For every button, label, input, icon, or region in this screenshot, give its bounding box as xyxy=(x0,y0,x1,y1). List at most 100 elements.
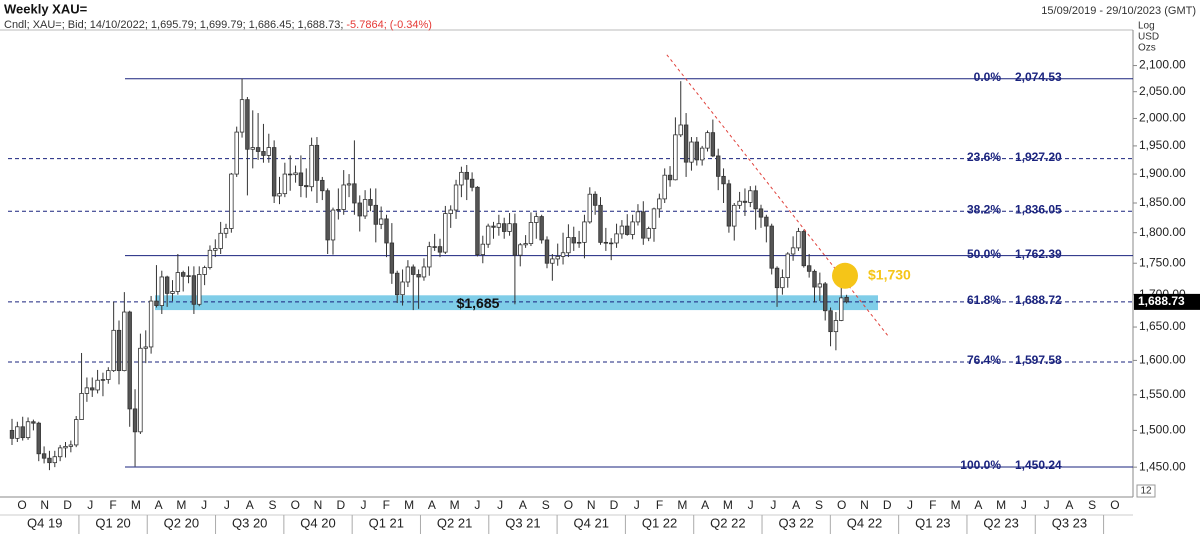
candle-body xyxy=(742,200,748,203)
quarter-label: Q3 23 xyxy=(1052,515,1087,530)
candle-body xyxy=(218,232,223,249)
candle-body xyxy=(298,172,304,186)
candle-body xyxy=(716,155,721,177)
candle-body xyxy=(528,222,534,244)
candle-body xyxy=(191,275,197,305)
info-field: 1,688.73; xyxy=(298,19,344,31)
candle-body xyxy=(758,208,764,218)
chart-title: Weekly XAU= xyxy=(4,1,88,16)
month-label: F xyxy=(109,498,116,512)
candle-body xyxy=(790,247,796,255)
candle-body xyxy=(389,242,395,274)
fib-value: 1,597.58 xyxy=(1015,353,1062,367)
y-tick-label: 1,950.00 xyxy=(1139,138,1186,152)
candle-body xyxy=(20,426,25,439)
quarter-label: Q4 22 xyxy=(847,515,882,530)
change-field: -5.7864; xyxy=(346,19,386,31)
candle-body xyxy=(95,379,100,391)
y-tick-label: 1,850.00 xyxy=(1139,195,1186,209)
info-field: 14/10/2022; xyxy=(90,19,148,31)
scale-label: Ozs xyxy=(1138,43,1156,54)
candle-body xyxy=(368,199,373,206)
candle-body xyxy=(496,223,502,228)
candle-body xyxy=(459,171,464,186)
month-label: D xyxy=(883,498,892,512)
month-label: J xyxy=(497,498,503,512)
candle-body xyxy=(555,256,560,260)
candle-body xyxy=(780,277,785,289)
candle-body xyxy=(309,144,314,188)
month-label: J xyxy=(224,498,230,512)
month-label: J xyxy=(748,498,754,512)
candle-body xyxy=(801,231,806,267)
candle-body xyxy=(106,370,111,380)
month-label: J xyxy=(907,498,913,512)
candle-body xyxy=(485,225,491,245)
month-label: J xyxy=(634,498,640,512)
month-label: S xyxy=(1088,498,1096,512)
candle-body xyxy=(646,228,651,239)
month-label: F xyxy=(656,498,663,512)
fib-value: 1,450.24 xyxy=(1015,458,1062,472)
month-label: N xyxy=(314,498,323,512)
candle-body xyxy=(234,131,239,175)
fib-name: 23.6% xyxy=(967,150,1001,164)
candle-body xyxy=(416,274,421,278)
candle-body xyxy=(325,190,330,241)
candle-body xyxy=(213,248,218,251)
month-label: O xyxy=(17,498,26,512)
target-label: $1,730 xyxy=(868,266,911,282)
candle-body xyxy=(582,221,587,243)
candle-body xyxy=(806,265,812,272)
month-label: A xyxy=(155,498,163,512)
candle-body xyxy=(31,421,36,424)
candle-body xyxy=(796,231,801,249)
candle-body xyxy=(357,202,362,217)
candle-body xyxy=(346,183,352,186)
candle-body xyxy=(116,329,122,372)
quarter-label: Q3 21 xyxy=(505,515,540,530)
candle-body xyxy=(341,184,346,210)
support-label: $1,685 xyxy=(457,295,500,311)
candle-body xyxy=(52,456,57,464)
fib-name: 38.2% xyxy=(967,202,1001,216)
candle-body xyxy=(25,421,31,439)
candle-body xyxy=(491,225,496,228)
month-label: M xyxy=(677,498,687,512)
candle-body xyxy=(512,223,518,256)
candle-body xyxy=(229,173,234,229)
y-tick-label: 1,450.00 xyxy=(1139,459,1186,473)
target-marker xyxy=(832,262,858,289)
candle-body xyxy=(336,209,341,211)
corner-box xyxy=(1136,484,1156,498)
fib-name: 100.0% xyxy=(960,458,1001,472)
candle-body xyxy=(186,275,191,277)
month-label: J xyxy=(1021,498,1027,512)
fib-name: 50.0% xyxy=(967,247,1001,261)
month-label: M xyxy=(996,498,1006,512)
scale-label: Log xyxy=(1138,21,1155,32)
info-field: 1,695.79; xyxy=(151,19,197,31)
candle-body xyxy=(737,200,742,206)
candle-body xyxy=(57,447,63,458)
candle-body xyxy=(453,184,459,211)
candle-body xyxy=(239,99,245,133)
candle-body xyxy=(304,185,309,188)
candle-body xyxy=(443,213,448,253)
info-field: XAU=; xyxy=(33,19,65,31)
month-label: A xyxy=(974,498,982,512)
candle-body xyxy=(427,246,432,268)
candle-body xyxy=(501,223,507,232)
quarter-label: Q4 20 xyxy=(300,515,335,530)
candle-body xyxy=(9,429,15,439)
candle-body xyxy=(282,173,288,195)
month-label: A xyxy=(792,498,800,512)
month-label: O xyxy=(564,498,573,512)
info-field: 1,699.79; xyxy=(200,19,246,31)
candle-body xyxy=(657,198,662,210)
month-label: O xyxy=(291,498,300,512)
candle-body xyxy=(277,193,282,197)
candle-body xyxy=(47,457,52,464)
candle-body xyxy=(266,147,271,156)
fib-name: 76.4% xyxy=(967,353,1001,367)
